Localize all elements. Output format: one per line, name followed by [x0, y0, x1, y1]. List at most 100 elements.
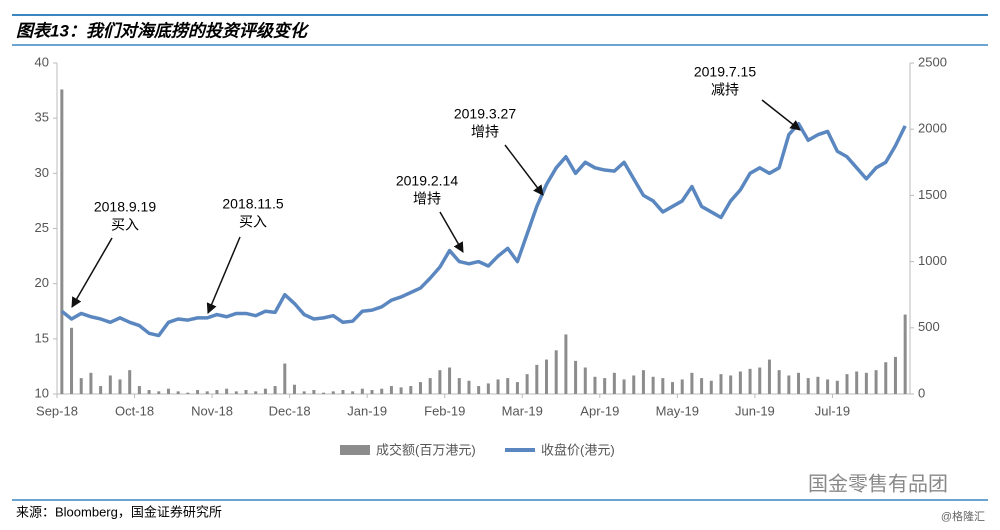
volume-bar — [273, 386, 277, 394]
x-tick-label: Nov-18 — [191, 403, 233, 418]
volume-bar — [215, 390, 219, 394]
volume-bar — [738, 371, 742, 394]
x-tick-label: Jan-19 — [347, 403, 387, 418]
volume-bar — [671, 382, 675, 394]
price-line — [60, 121, 907, 338]
volume-bar — [79, 378, 83, 394]
volume-bar — [835, 380, 839, 394]
legend-swatch — [340, 445, 370, 455]
volume-bar — [535, 364, 539, 394]
volume-bar — [496, 379, 500, 394]
y2-tick-label: 0 — [918, 385, 925, 400]
annotation-arrow — [504, 144, 544, 196]
volume-bar — [360, 388, 364, 394]
volume-bar — [99, 386, 103, 394]
volume-bar — [826, 379, 830, 394]
volume-bar — [399, 387, 403, 394]
volume-bar — [729, 375, 733, 394]
volume-bar — [409, 386, 413, 394]
annotation-rating: 增持 — [471, 124, 499, 140]
volume-bar — [777, 370, 781, 394]
volume-bar — [486, 383, 490, 394]
volume-bar — [690, 372, 694, 394]
volume-bar — [564, 334, 568, 394]
volume-bar — [118, 379, 122, 394]
annotation-date: 2019.2.14 — [396, 173, 458, 189]
volume-bar — [719, 374, 723, 394]
volume-bar — [767, 359, 771, 394]
y2-tick-label: 2000 — [918, 121, 947, 136]
annotation-rating: 买入 — [111, 217, 139, 233]
volume-bar — [709, 380, 713, 394]
volume-bar — [545, 359, 549, 394]
volume-bar — [758, 367, 762, 394]
volume-bar — [632, 375, 636, 394]
y-tick-label: 30 — [35, 165, 49, 180]
volume-bar — [263, 388, 267, 394]
volume-bar — [292, 384, 296, 394]
volume-bar — [244, 390, 248, 394]
volume-bar — [893, 356, 897, 394]
volume-bar — [176, 391, 180, 394]
volume-bar — [477, 386, 481, 394]
source: 来源：Bloomberg，国金证券研究所 — [16, 504, 222, 519]
volume-bar — [312, 390, 316, 394]
volume-bar — [583, 367, 587, 394]
volume-bar — [525, 374, 529, 394]
volume-bar — [806, 378, 810, 394]
y2-tick-label: 500 — [918, 319, 940, 334]
volume-bar — [622, 379, 626, 394]
volume-bar — [60, 89, 64, 394]
y-tick-label: 15 — [35, 330, 49, 345]
volume-bar — [641, 370, 645, 394]
volume-bar — [380, 388, 384, 394]
volume-bar — [903, 314, 907, 394]
volume-bar — [797, 372, 801, 394]
volume-bar — [418, 382, 422, 394]
volume-bar — [651, 376, 655, 394]
annotation-date: 2018.9.19 — [94, 199, 156, 215]
volume-bar — [457, 378, 461, 394]
y2-tick-label: 2500 — [918, 54, 947, 69]
x-tick-label: May-19 — [656, 403, 699, 418]
x-tick-label: Dec-18 — [269, 403, 311, 418]
x-tick-label: Sep-18 — [36, 403, 78, 418]
x-tick-label: Apr-19 — [580, 403, 619, 418]
y-tick-label: 25 — [35, 220, 49, 235]
x-tick-label: Oct-18 — [115, 403, 154, 418]
volume-bar — [147, 390, 151, 394]
volume-bar — [205, 391, 209, 394]
volume-bar — [680, 379, 684, 394]
volume-bar — [884, 362, 888, 394]
volume-bar — [351, 391, 355, 394]
volume-bar — [166, 388, 170, 394]
volume-bar — [515, 382, 519, 394]
volume-bar — [855, 371, 859, 394]
volume-bar — [137, 386, 141, 394]
volume-bar — [428, 378, 432, 394]
y-tick-label: 20 — [35, 275, 49, 290]
volume-bar — [157, 391, 161, 394]
x-tick-label: Jun-19 — [735, 403, 775, 418]
volume-bar — [389, 386, 393, 394]
x-tick-label: Feb-19 — [424, 403, 465, 418]
volume-bar — [816, 376, 820, 394]
annotation-rating: 买入 — [239, 214, 267, 230]
volume-bar — [438, 370, 442, 394]
legend-label: 收盘价(港元) — [541, 442, 615, 457]
annotation-arrow — [761, 99, 801, 131]
volume-bar — [574, 360, 578, 394]
volume-bar — [845, 374, 849, 394]
volume-bar — [874, 370, 878, 394]
volume-bar — [70, 327, 74, 394]
volume-bar — [467, 380, 471, 394]
volume-bar — [661, 378, 665, 394]
volume-bar — [787, 375, 791, 394]
x-tick-label: Jul-19 — [815, 403, 850, 418]
volume-bar — [593, 376, 597, 394]
annotation-arrow — [206, 236, 241, 314]
volume-bar — [302, 391, 306, 394]
volume-bar — [225, 388, 229, 394]
